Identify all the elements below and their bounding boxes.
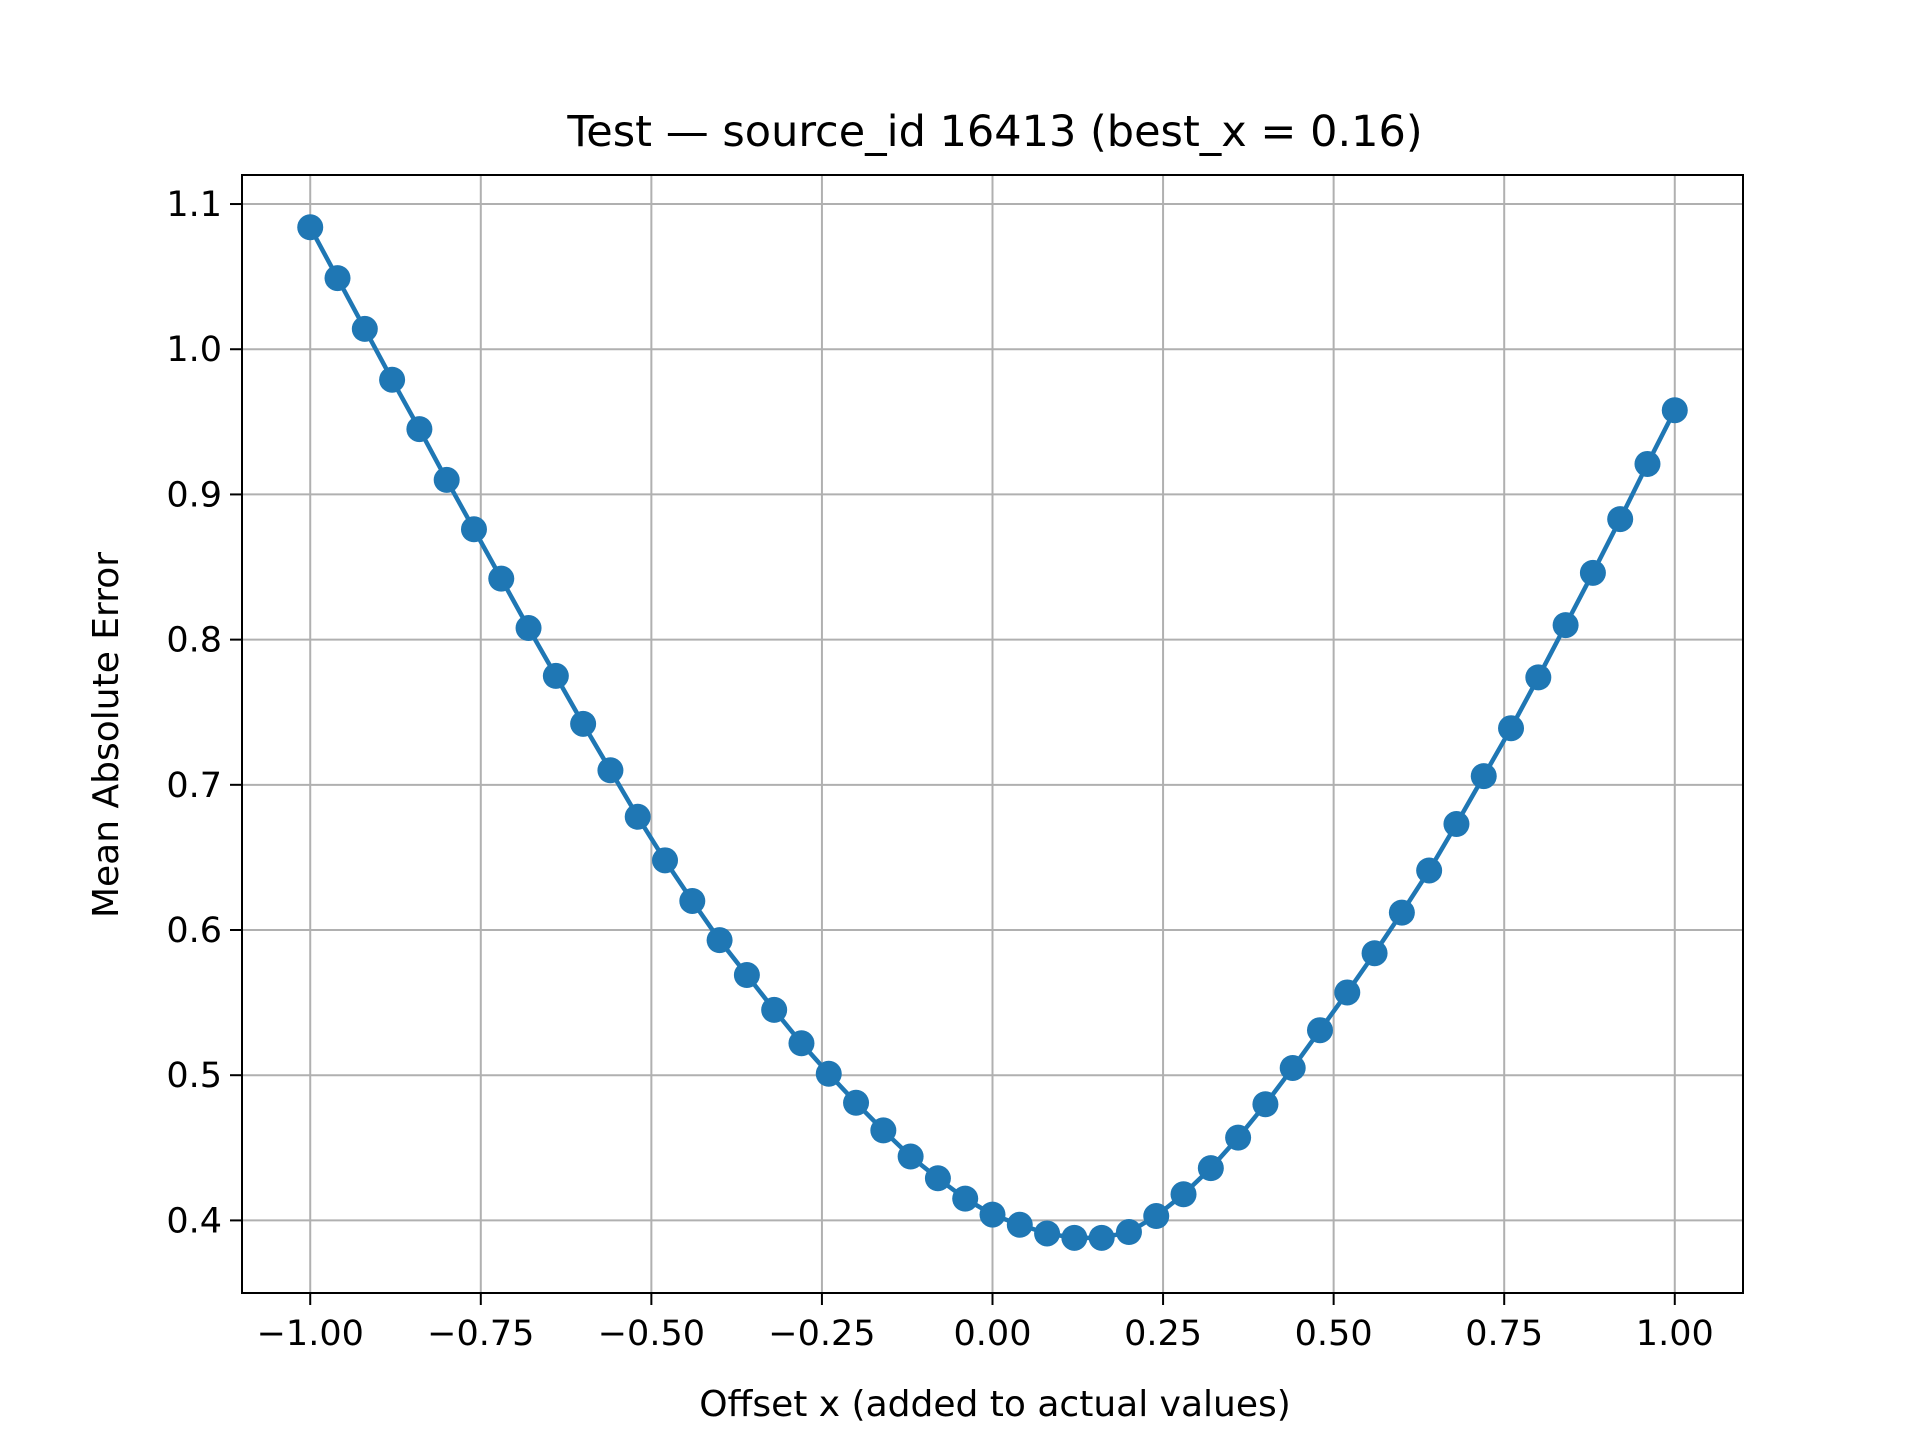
- data-point: [652, 847, 679, 874]
- data-point: [324, 265, 351, 292]
- x-axis-label: Offset x (added to actual values): [699, 1384, 1291, 1425]
- data-point: [679, 887, 706, 914]
- y-tick-label: 1.1: [166, 185, 222, 225]
- data-point: [870, 1117, 897, 1144]
- data-point: [406, 416, 433, 443]
- data-point: [460, 516, 487, 543]
- y-tick-label: 0.6: [166, 911, 222, 951]
- data-point: [1143, 1203, 1170, 1230]
- data-point: [1661, 397, 1688, 424]
- y-tick-label: 0.5: [166, 1056, 222, 1096]
- x-tick-label: −0.25: [768, 1314, 875, 1354]
- data-point: [515, 615, 542, 642]
- data-point: [1525, 664, 1552, 691]
- x-tick-label: 0.00: [954, 1314, 1032, 1354]
- y-tick-label: 0.7: [166, 766, 222, 806]
- data-point: [843, 1089, 870, 1116]
- chart-title: Test — source_id 16413 (best_x = 0.16): [566, 107, 1422, 157]
- data-point: [488, 565, 515, 592]
- data-point: [815, 1060, 842, 1087]
- data-point: [1115, 1219, 1142, 1246]
- data-point: [1416, 857, 1443, 884]
- data-point: [570, 710, 597, 737]
- data-point: [1034, 1220, 1061, 1247]
- data-point: [1498, 715, 1525, 742]
- data-point: [597, 757, 624, 784]
- data-point: [433, 466, 460, 493]
- x-tick-label: −0.75: [427, 1314, 534, 1354]
- data-point: [1388, 899, 1415, 926]
- data-point: [624, 803, 651, 830]
- data-point: [379, 366, 406, 393]
- data-point: [1088, 1224, 1115, 1251]
- data-point: [952, 1185, 979, 1212]
- data-point: [1552, 612, 1579, 639]
- data-point: [542, 662, 569, 689]
- data-point: [1470, 763, 1497, 790]
- data-point: [1607, 506, 1634, 533]
- data-point: [1361, 940, 1388, 967]
- data-point: [733, 962, 760, 989]
- data-point: [1306, 1017, 1333, 1044]
- data-point: [788, 1030, 815, 1057]
- y-tick-label: 1.0: [166, 330, 222, 370]
- data-point: [1252, 1091, 1279, 1118]
- data-point: [1443, 811, 1470, 838]
- x-tick-label: 1.00: [1636, 1314, 1714, 1354]
- data-point: [706, 927, 733, 954]
- y-tick-label: 0.9: [166, 475, 222, 515]
- data-point: [1006, 1211, 1033, 1238]
- x-tick-label: 0.25: [1124, 1314, 1202, 1354]
- tick-layer: −1.00 −0.75 −0.50 −0.25 0.00 0.25 0.50 0.75 1.00…: [166, 185, 1713, 1354]
- x-tick-label: 0.75: [1465, 1314, 1543, 1354]
- data-point: [1279, 1054, 1306, 1081]
- data-point: [924, 1165, 951, 1192]
- data-point: [1579, 559, 1606, 586]
- x-tick-label: 0.50: [1295, 1314, 1373, 1354]
- y-tick-label: 0.8: [166, 621, 222, 661]
- data-point: [351, 315, 378, 342]
- data-point: [1634, 450, 1661, 477]
- series-layer: [297, 214, 1688, 1251]
- x-tick-label: −0.50: [598, 1314, 705, 1354]
- data-point: [297, 214, 324, 241]
- data-point: [897, 1143, 924, 1170]
- data-point: [1061, 1224, 1088, 1251]
- data-point: [1334, 979, 1361, 1006]
- y-tick-label: 0.4: [166, 1201, 222, 1241]
- y-axis-label: Mean Absolute Error: [86, 552, 127, 918]
- data-point: [1225, 1124, 1252, 1151]
- data-point: [761, 996, 788, 1023]
- x-tick-label: −1.00: [257, 1314, 364, 1354]
- data-point: [979, 1201, 1006, 1228]
- data-point: [1197, 1155, 1224, 1182]
- data-point: [1170, 1181, 1197, 1208]
